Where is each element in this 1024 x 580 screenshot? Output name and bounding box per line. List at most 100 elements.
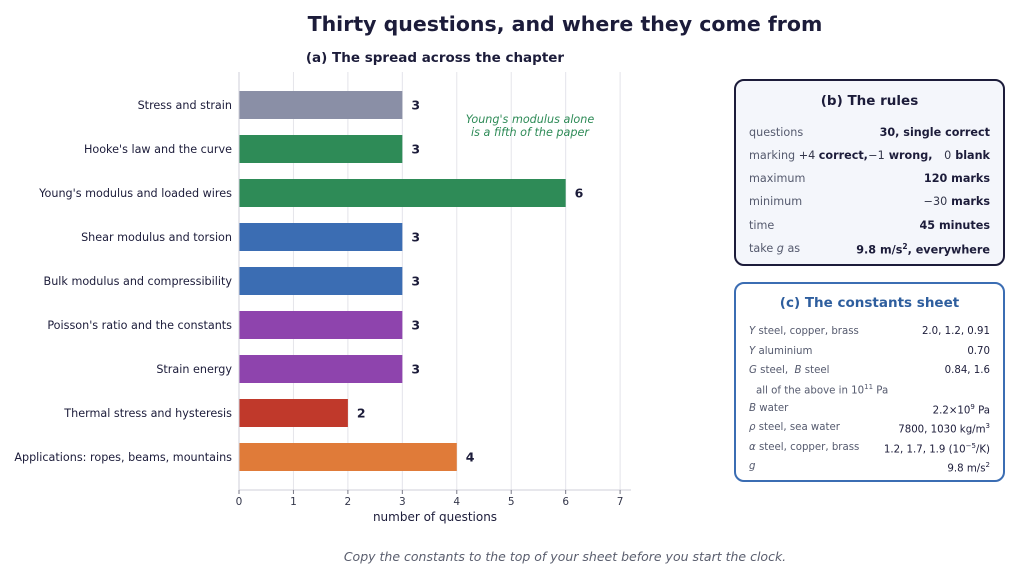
constant-symbol: ρ — [749, 422, 756, 433]
gravity-exponent: 2 — [902, 242, 908, 251]
value-text: 9.8 m/s — [947, 463, 986, 475]
data-label: 3 — [411, 98, 420, 113]
marking-wrong-points: −1 — [868, 149, 885, 162]
constant-symbol: α — [749, 442, 756, 453]
constant-row-density: ρ steel, sea water 7800, 1030 kg/m3 — [749, 422, 990, 437]
category-label: Stress and strain — [138, 99, 232, 112]
constant-label: B water — [749, 403, 788, 414]
constant-symbol: B — [749, 403, 756, 414]
constants-panel: (c) The constants sheet Y steel, copper,… — [734, 282, 1005, 482]
value-tail: /K) — [975, 444, 990, 456]
category-label: Bulk modulus and compressibility — [44, 275, 233, 288]
rule-value: −1 wrong, 0 blank — [868, 149, 990, 162]
constant-value: 1.2, 1.7, 1.9 (10−5/K) — [884, 442, 990, 455]
constant-value: 2.2×109 Pa — [933, 403, 990, 416]
units-note-text: all of the above in 10 — [756, 385, 865, 397]
bar-chart: (a) The spread across the chapter Stress … — [14, 50, 631, 524]
bar — [239, 399, 348, 427]
rules-panel: (b) The rules questions 30, single corre… — [734, 79, 1005, 266]
category-label: Young's modulus and loaded wires — [38, 187, 232, 200]
gravity-symbol: g — [776, 242, 784, 255]
value-text: 1.2, 1.7, 1.9 (10 — [883, 444, 966, 456]
constant-symbol: G — [749, 365, 757, 376]
rule-label: minimum — [749, 195, 803, 208]
gravity-tail: , everywhere — [907, 243, 990, 257]
constant-value: 9.8 m/s2 — [947, 461, 990, 474]
marking-correct-points: +4 — [798, 149, 816, 162]
rule-value: 120 marks — [923, 172, 990, 185]
constant-symbol: g — [749, 461, 756, 472]
minimum-points: −30 — [923, 195, 948, 208]
data-label: 3 — [411, 142, 420, 157]
bar — [239, 443, 457, 471]
rule-label: marking +4 correct, — [749, 149, 868, 162]
units-note-tail: Pa — [873, 385, 889, 397]
data-label: 3 — [411, 274, 420, 289]
constant-row-young-metals: Y steel, copper, brass 2.0, 1.2, 0.91 — [749, 326, 990, 341]
data-label: 3 — [411, 362, 420, 377]
x-axis-label: number of questions — [373, 510, 497, 524]
constant-label: Y steel, copper, brass — [749, 326, 859, 337]
constant-label: g — [749, 461, 755, 472]
constant-label: ρ steel, sea water — [749, 422, 840, 433]
gravity-label-as: as — [787, 242, 801, 255]
bar — [239, 267, 403, 295]
value-exponent: 9 — [970, 403, 975, 411]
x-tick-label: 0 — [236, 496, 243, 508]
x-tick-label: 2 — [345, 496, 352, 508]
constant-label-text: water — [759, 403, 789, 414]
constant-row-gravity: g 9.8 m/s2 — [749, 461, 990, 476]
rule-label: maximum — [749, 172, 806, 185]
constants-title: (c) The constants sheet — [779, 295, 960, 311]
constant-symbol: Y — [749, 346, 756, 357]
x-tick-label: 3 — [399, 496, 406, 508]
footer-note: Copy the constants to the top of your sh… — [343, 549, 787, 564]
constant-symbol-2: B — [794, 365, 802, 376]
category-label: Thermal stress and hysteresis — [63, 407, 232, 420]
constant-value: 2.0, 1.2, 0.91 — [921, 326, 990, 337]
rule-label: questions — [749, 126, 804, 139]
constant-label-text: steel, copper, brass — [758, 326, 859, 337]
rule-row-minimum: minimum −30 marks — [749, 195, 990, 211]
constant-label: Y aluminium — [749, 346, 812, 357]
value-exponent: 2 — [985, 461, 990, 469]
rule-label: take g as — [749, 242, 800, 255]
category-label: Applications: ropes, beams, mountains — [14, 451, 232, 464]
rule-value: 45 minutes — [919, 219, 990, 232]
constant-label-text-2: steel — [804, 365, 830, 376]
gravity-label-take: take — [749, 242, 774, 255]
x-tick-label: 7 — [617, 496, 624, 508]
category-label: Shear modulus and torsion — [81, 231, 232, 244]
chart-title: (a) The spread across the chapter — [306, 50, 565, 66]
bar — [239, 135, 403, 163]
rule-value: −30 marks — [924, 195, 990, 208]
data-label: 4 — [466, 450, 475, 465]
bar — [239, 91, 403, 119]
marking-wrong-word: wrong, — [888, 149, 933, 162]
constant-value: 7800, 1030 kg/m3 — [898, 422, 990, 435]
constant-label-text: steel, copper, brass — [758, 442, 860, 453]
rules-title: (b) The rules — [820, 93, 919, 109]
marking-blank-word: blank — [955, 149, 990, 162]
page-title: Thirty questions, and where they come fr… — [307, 12, 823, 36]
category-label: Strain energy — [156, 363, 232, 376]
value-text: 7800, 1030 kg/m — [898, 424, 986, 436]
constant-row-bulk-water: B water 2.2×109 Pa — [749, 403, 990, 418]
bar — [239, 179, 566, 207]
constant-row-shear-bulk-steel: G steel, B steel 0.84, 1.6 — [749, 365, 990, 380]
marking-correct-word: correct, — [818, 149, 868, 162]
x-tick-label: 5 — [508, 496, 515, 508]
data-label: 6 — [575, 186, 584, 201]
bar — [239, 223, 403, 251]
constant-label-text: steel, sea water — [758, 422, 840, 433]
x-tick-label: 6 — [562, 496, 569, 508]
rule-value: 30, single correct — [879, 126, 990, 139]
rule-label-text: marking — [749, 149, 796, 162]
chart-annotation: Young's modulus alone — [466, 113, 595, 126]
rule-value: 9.8 m/s2, everywhere — [856, 242, 990, 257]
rule-label: time — [749, 219, 775, 232]
chart-annotation: is a fifth of the paper — [471, 126, 590, 139]
constants-units-note: all of the above in 1011 Pa — [756, 383, 888, 396]
constant-value: 0.70 — [967, 346, 990, 357]
minimum-unit: marks — [951, 195, 990, 208]
